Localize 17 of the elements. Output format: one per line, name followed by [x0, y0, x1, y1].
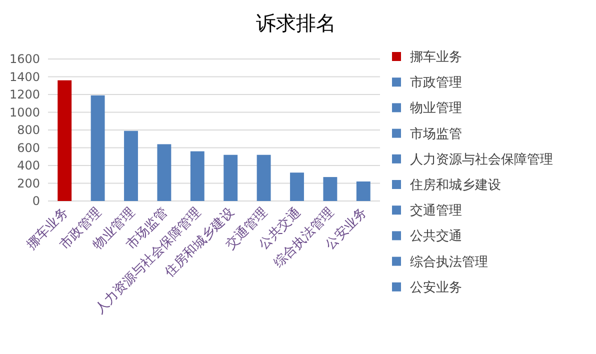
- y-tick-label: 1600: [9, 52, 40, 66]
- legend-label: 住房和城乡建设: [409, 177, 501, 193]
- legend-label: 公安业务: [410, 279, 462, 296]
- legend-label: 物业管理: [410, 101, 462, 116]
- y-tick-label: 0: [32, 194, 40, 208]
- y-tick-label: 1200: [9, 88, 40, 102]
- legend-label: 人力资源与社会保障管理: [410, 152, 553, 168]
- y-tick-label: 800: [17, 123, 40, 137]
- y-tick-label: 200: [17, 176, 40, 190]
- legend-label: 挪车业务: [410, 50, 462, 65]
- y-tick-label: 1400: [9, 70, 40, 84]
- legend-label: 市场监管: [410, 126, 462, 142]
- y-tick-label: 1000: [9, 105, 40, 120]
- legend-label: 市政管理: [410, 76, 462, 91]
- y-tick-label: 400: [17, 158, 40, 172]
- y-tick-label: 600: [17, 140, 40, 155]
- chart-title: 诉求排名: [256, 11, 336, 35]
